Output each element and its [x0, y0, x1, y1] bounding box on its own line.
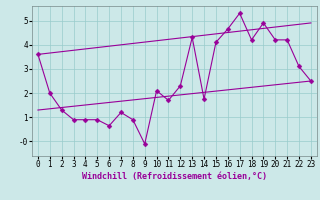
X-axis label: Windchill (Refroidissement éolien,°C): Windchill (Refroidissement éolien,°C): [82, 172, 267, 181]
